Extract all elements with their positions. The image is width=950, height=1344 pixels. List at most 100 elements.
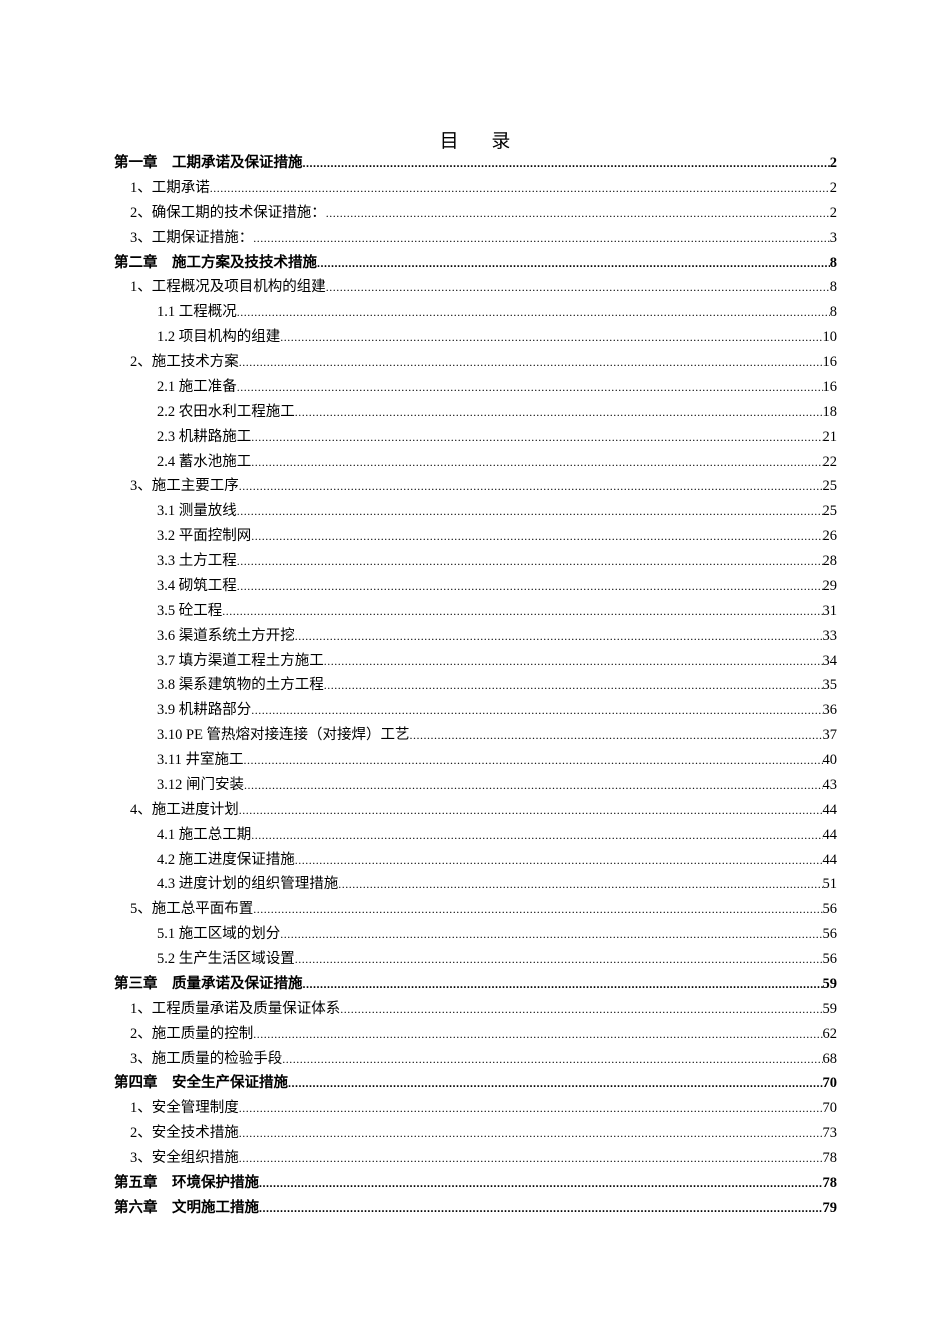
toc-entry[interactable]: 1、工期承诺..................................… xyxy=(114,176,837,201)
toc-entry[interactable]: 1.2 项目机构的组建.............................… xyxy=(114,325,837,350)
toc-page-number: 79 xyxy=(822,1199,838,1216)
toc-entry[interactable]: 5.2 生产生活区域设置............................… xyxy=(114,947,837,972)
toc-page-number: 22 xyxy=(822,453,838,470)
toc-entry[interactable]: 3.11 井室施工...............................… xyxy=(114,748,837,773)
toc-page-number: 2 xyxy=(829,155,837,171)
toc-entry-label: 3、施工质量的检验手段 xyxy=(130,1050,283,1067)
toc-page-number: 56 xyxy=(822,901,838,918)
dot-leader: ........................................… xyxy=(238,479,823,494)
toc-entry[interactable]: 1、工程质量承诺及质量保证体系.........................… xyxy=(114,997,837,1022)
toc-page-number: 44 xyxy=(822,826,838,843)
dot-leader: ........................................… xyxy=(236,305,830,320)
toc-entry-label: 3、施工主要工序 xyxy=(130,478,239,495)
toc-entry[interactable]: 2.3 机耕路施工...............................… xyxy=(114,425,837,450)
dot-leader: ........................................… xyxy=(236,379,823,394)
toc-page-number: 56 xyxy=(822,951,838,967)
toc-entry[interactable]: 3.2 平面控制网...............................… xyxy=(114,524,837,549)
toc-page-number: 35 xyxy=(822,677,838,694)
toc-entry[interactable]: 2.4 蓄水池施工...............................… xyxy=(114,450,837,475)
toc-page-number: 44 xyxy=(822,851,838,868)
toc-entry-label: 2、确保工期的技术保证措施： xyxy=(130,204,326,221)
toc-chapter-entry[interactable]: 第六章 文明施工措施..............................… xyxy=(114,1196,837,1221)
toc-entry[interactable]: 2、施工质量的控制...............................… xyxy=(114,1022,837,1047)
dot-leader: ........................................… xyxy=(222,603,822,618)
toc-entry-label: 第四章 安全生产保证措施 xyxy=(114,1075,288,1092)
toc-entry-label: 3.10 PE 管热熔对接连接（对接焊）工艺 xyxy=(157,727,410,744)
dot-leader: ........................................… xyxy=(238,1126,823,1141)
toc-entry-label: 第二章 施工方案及技技术措施 xyxy=(114,254,317,271)
toc-title: 目 录 xyxy=(439,131,525,152)
toc-entry[interactable]: 4、施工进度计划................................… xyxy=(114,798,837,823)
toc-entry-label: 2.2 农田水利工程施工 xyxy=(157,403,295,420)
toc-entry[interactable]: 3、施工主要工序................................… xyxy=(114,474,837,499)
toc-entry[interactable]: 3.3 土方工程................................… xyxy=(114,549,837,574)
toc-entry-label: 第六章 文明施工措施 xyxy=(114,1199,259,1216)
toc-chapter-entry[interactable]: 第二章 施工方案及技技术措施..........................… xyxy=(114,251,837,276)
toc-entry[interactable]: 3.1 测量放线................................… xyxy=(114,499,837,524)
toc-chapter-entry[interactable]: 第三章 质量承诺及保证措施...........................… xyxy=(114,972,837,997)
dot-leader: ........................................… xyxy=(325,205,830,220)
toc-entry[interactable]: 4.3 进度计划的组织管理措施.........................… xyxy=(114,872,837,897)
dot-leader: ........................................… xyxy=(253,902,822,917)
toc-entry[interactable]: 3.10 PE 管热熔对接连接（对接焊）工艺..................… xyxy=(114,723,837,748)
toc-entry-label: 4.2 施工进度保证措施 xyxy=(157,851,295,868)
toc-entry-label: 4.1 施工总工期 xyxy=(157,826,252,843)
toc-entry[interactable]: 2、确保工期的技术保证措施：..........................… xyxy=(114,201,837,226)
toc-entry[interactable]: 3.4 砌筑工程................................… xyxy=(114,574,837,599)
toc-entry[interactable]: 4.2 施工进度保证措施............................… xyxy=(114,848,837,873)
toc-entry[interactable]: 2、施工技术方案................................… xyxy=(114,350,837,375)
toc-entry-label: 2.1 施工准备 xyxy=(157,378,237,395)
toc-entry[interactable]: 1、工程概况及项目机构的组建..........................… xyxy=(114,275,837,300)
toc-chapter-entry[interactable]: 第四章 安全生产保证措施............................… xyxy=(114,1071,837,1096)
toc-entry-label: 1、工程质量承诺及质量保证体系 xyxy=(130,1000,341,1017)
toc-entry[interactable]: 5.1 施工区域的划分.............................… xyxy=(114,922,837,947)
toc-entry[interactable]: 3.7 填方渠道工程土方施工..........................… xyxy=(114,649,837,674)
toc-entry[interactable]: 2.1 施工准备................................… xyxy=(114,375,837,400)
toc-page-number: 43 xyxy=(822,776,838,793)
toc-chapter-entry[interactable]: 第五章 环境保护措施..............................… xyxy=(114,1171,837,1196)
toc-page-number: 16 xyxy=(822,378,838,395)
dot-leader: ........................................… xyxy=(340,1001,822,1016)
toc-entry-label: 3.4 砌筑工程 xyxy=(157,577,237,594)
dot-leader: ........................................… xyxy=(251,429,822,444)
toc-page-number: 59 xyxy=(822,1000,838,1017)
toc-entry[interactable]: 3.8 渠系建筑物的土方工程..........................… xyxy=(114,673,837,698)
toc-entry[interactable]: 2.2 农田水利工程施工............................… xyxy=(114,400,837,425)
toc-page-number: 25 xyxy=(822,503,838,520)
dot-leader: ........................................… xyxy=(209,180,830,195)
dot-leader: ........................................… xyxy=(251,827,822,842)
dot-leader: ........................................… xyxy=(238,1101,823,1116)
toc-page-number: 18 xyxy=(822,403,838,420)
toc-entry-label: 3.2 平面控制网 xyxy=(157,528,252,545)
dot-leader: ........................................… xyxy=(259,1200,823,1215)
toc-entry[interactable]: 2、安全技术措施................................… xyxy=(114,1121,837,1146)
toc-chapter-entry[interactable]: 第一章 工期承诺及保证措施...........................… xyxy=(114,151,837,176)
toc-entry[interactable]: 5、施工总平面布置...............................… xyxy=(114,897,837,922)
dot-leader: ........................................… xyxy=(294,628,823,643)
toc-entry-label: 3.1 测量放线 xyxy=(157,503,237,520)
dot-leader: ........................................… xyxy=(259,1175,823,1190)
dot-leader: ........................................… xyxy=(323,653,823,668)
toc-entry[interactable]: 3.5 砼工程.................................… xyxy=(114,599,837,624)
toc-entry[interactable]: 4.1 施工总工期...............................… xyxy=(114,823,837,848)
dot-leader: ........................................… xyxy=(251,703,822,718)
toc-entry[interactable]: 3.9 机耕路部分...............................… xyxy=(114,698,837,723)
toc-entry[interactable]: 3、工期保证措施：...............................… xyxy=(114,226,837,251)
toc-page-number: 2 xyxy=(829,204,837,221)
toc-entry[interactable]: 3、施工质量的检验手段.............................… xyxy=(114,1047,837,1072)
toc-entry-label: 4.3 进度计划的组织管理措施 xyxy=(157,876,339,893)
toc-entry-label: 1.2 项目机构的组建 xyxy=(157,329,281,346)
dot-leader: ........................................… xyxy=(244,777,823,792)
toc-page-number: 37 xyxy=(822,727,838,744)
toc-page-number: 8 xyxy=(829,254,837,271)
toc-page-number: 56 xyxy=(822,926,838,943)
toc-entry-label: 第一章 工期承诺及保证措施 xyxy=(114,155,303,171)
toc-entry[interactable]: 3.6 渠道系统土方开挖............................… xyxy=(114,624,837,649)
dot-leader: ........................................… xyxy=(236,578,823,593)
toc-entry[interactable]: 3、安全组织措施................................… xyxy=(114,1146,837,1171)
toc-entry-label: 第五章 环境保护措施 xyxy=(114,1174,259,1191)
toc-entry[interactable]: 1、安全管理制度................................… xyxy=(114,1096,837,1121)
toc-entry[interactable]: 3.12 闸门安装...............................… xyxy=(114,773,837,798)
toc-entry-label: 3.9 机耕路部分 xyxy=(157,702,252,719)
toc-entry[interactable]: 1.1 工程概况................................… xyxy=(114,300,837,325)
